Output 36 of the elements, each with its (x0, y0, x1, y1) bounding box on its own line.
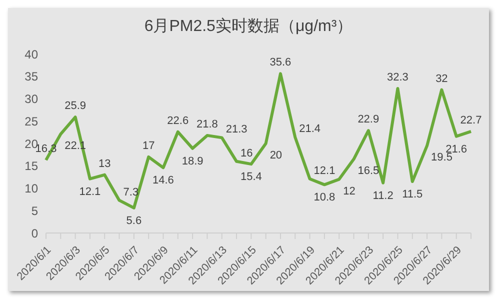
y-tick-label: 5 (31, 204, 38, 218)
y-tick-label: 40 (24, 47, 38, 62)
data-label: 17 (142, 140, 155, 152)
data-label: 10.8 (314, 192, 336, 204)
y-tick-label: 10 (24, 182, 38, 196)
y-tick-label: 35 (24, 70, 38, 84)
data-label: 13 (98, 158, 111, 170)
data-label: 12.1 (79, 186, 101, 198)
data-label: 11.2 (372, 190, 394, 202)
data-label: 21.3 (226, 124, 248, 136)
chart-title: 6月PM2.5实时数据（μg/m³） (143, 16, 354, 37)
y-tick-label: 25 (24, 114, 38, 128)
data-label: 12 (343, 185, 356, 198)
data-label: 16 (240, 147, 253, 160)
data-label: 32 (436, 72, 448, 85)
y-tick-label: 15 (24, 159, 38, 174)
data-label: 5.6 (126, 214, 142, 227)
data-label: 25.9 (64, 100, 86, 112)
data-label: 35.6 (270, 56, 292, 69)
data-label: 22.7 (460, 114, 482, 126)
data-label: 32.3 (387, 71, 408, 84)
y-tick-label: 30 (24, 92, 38, 106)
data-label: 15.4 (240, 171, 262, 184)
data-label: 22.9 (358, 114, 380, 126)
data-label: 20 (270, 150, 282, 162)
y-tick-label: 0 (31, 226, 38, 240)
data-label: 11.5 (402, 188, 423, 201)
data-label: 21.8 (196, 118, 218, 130)
data-label: 18.9 (182, 155, 204, 168)
data-label: 22.6 (167, 114, 189, 127)
data-label: 19.5 (431, 152, 452, 164)
y-tick-label: 20 (24, 136, 38, 151)
data-label: 12.1 (314, 164, 336, 177)
data-label: 14.6 (152, 174, 174, 187)
data-label: 16.5 (358, 165, 380, 178)
data-label: 21.4 (299, 123, 321, 136)
